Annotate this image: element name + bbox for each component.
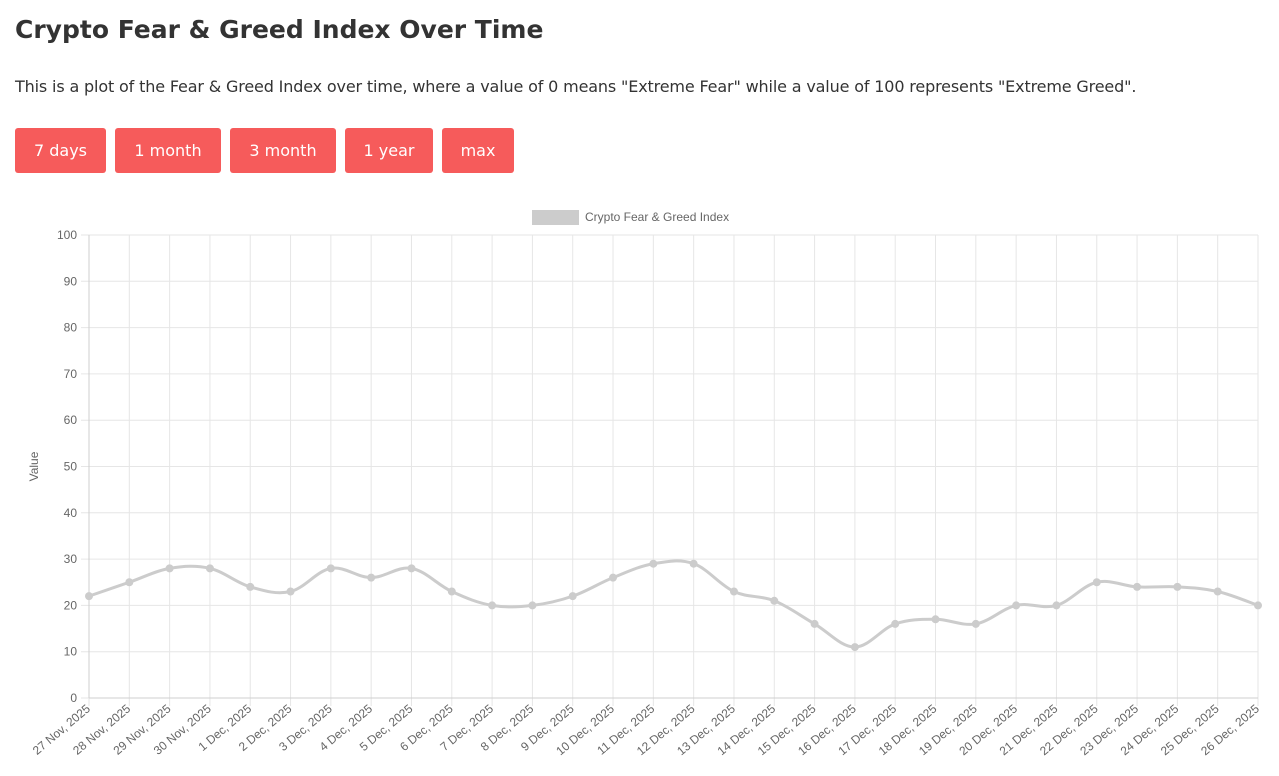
grid-layer — [81, 234, 1259, 706]
data-point[interactable] — [689, 559, 698, 568]
data-point[interactable] — [810, 619, 819, 628]
y-axis-title: Value — [27, 451, 41, 481]
data-point[interactable] — [528, 601, 537, 610]
y-tick-label-20: 20 — [64, 598, 78, 612]
fear-greed-chart: 0 10 20 30 40 50 60 70 80 90 100 27 Nov, 2025 28 Nov… — [0, 195, 1279, 772]
range-1-year-button[interactable]: 1 year — [345, 128, 433, 173]
data-point[interactable] — [246, 582, 255, 591]
data-point[interactable] — [1254, 601, 1262, 610]
data-point[interactable] — [971, 619, 980, 628]
data-point[interactable] — [1092, 578, 1101, 587]
range-1-month-button[interactable]: 1 month — [115, 128, 221, 173]
y-tick-label-30: 30 — [64, 552, 78, 566]
data-point[interactable] — [1052, 601, 1061, 610]
data-point[interactable] — [367, 573, 376, 582]
legend-swatch — [532, 210, 579, 225]
data-point[interactable] — [891, 619, 900, 628]
y-tick-label-10: 10 — [64, 645, 78, 659]
data-point[interactable] — [609, 573, 618, 582]
data-point[interactable] — [850, 643, 859, 652]
page-description: This is a plot of the Fear & Greed Index… — [15, 77, 1137, 96]
range-max-button[interactable]: max — [442, 128, 514, 173]
data-point[interactable] — [286, 587, 295, 596]
data-point[interactable] — [1133, 582, 1142, 591]
data-point[interactable] — [447, 587, 456, 596]
data-point[interactable] — [568, 592, 577, 601]
y-tick-label-80: 80 — [64, 321, 78, 335]
range-7-days-button[interactable]: 7 days — [15, 128, 106, 173]
data-point[interactable] — [931, 615, 940, 624]
y-tick-label-50: 50 — [64, 460, 78, 474]
legend-label: Crypto Fear & Greed Index — [585, 210, 729, 224]
data-point[interactable] — [488, 601, 497, 610]
range-3-month-button[interactable]: 3 month — [230, 128, 336, 173]
data-point[interactable] — [1173, 582, 1182, 591]
data-point[interactable] — [85, 592, 93, 601]
data-point[interactable] — [1213, 587, 1222, 596]
page-title: Crypto Fear & Greed Index Over Time — [15, 15, 544, 44]
y-tick-label-100: 100 — [57, 228, 77, 242]
y-tick-label-60: 60 — [64, 413, 78, 427]
legend[interactable]: Crypto Fear & Greed Index — [532, 210, 729, 225]
data-point[interactable] — [326, 564, 335, 573]
data-point[interactable] — [125, 578, 134, 587]
data-point[interactable] — [205, 564, 214, 573]
y-tick-label-70: 70 — [64, 367, 78, 381]
data-point[interactable] — [165, 564, 174, 573]
series-layer — [85, 559, 1262, 652]
y-tick-label-0: 0 — [70, 691, 77, 705]
data-point[interactable] — [1012, 601, 1021, 610]
data-point[interactable] — [729, 587, 738, 596]
y-tick-label-40: 40 — [64, 506, 78, 520]
data-point[interactable] — [407, 564, 416, 573]
y-tick-label-90: 90 — [64, 274, 78, 288]
data-point[interactable] — [649, 559, 658, 568]
data-point[interactable] — [770, 596, 779, 605]
series-line — [88, 559, 1259, 649]
